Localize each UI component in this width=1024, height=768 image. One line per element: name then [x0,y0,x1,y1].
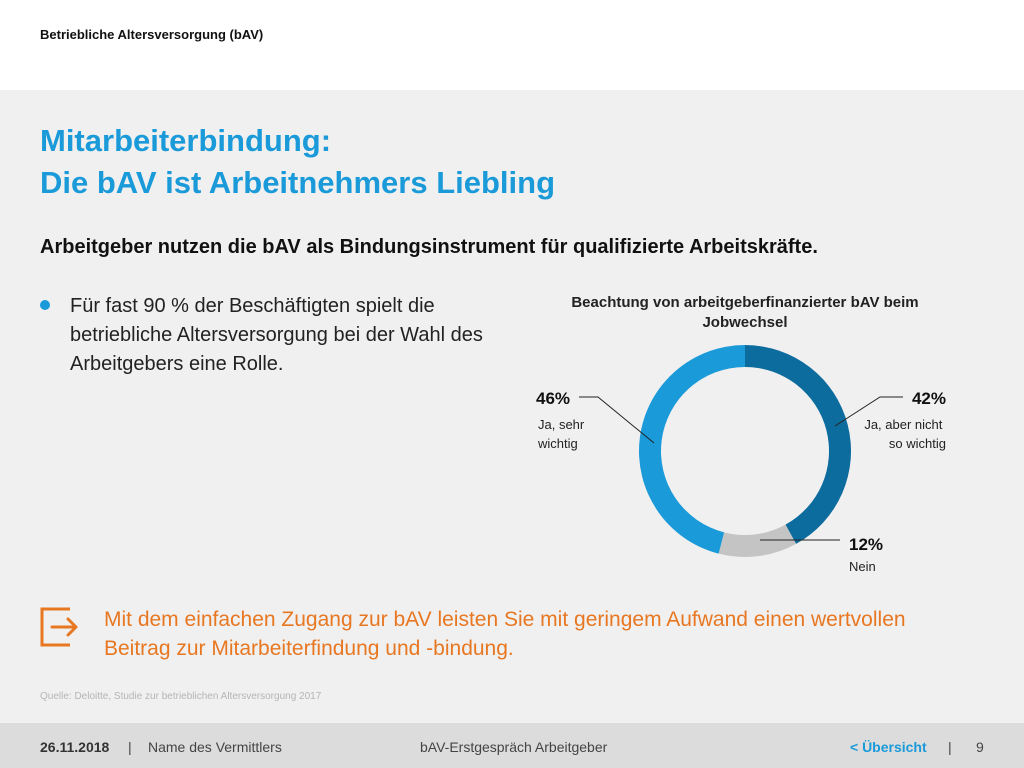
page-number: 9 [976,739,984,755]
slice-name-42: Ja, aber nicht so wichtig [864,417,946,451]
bullet-list: Für fast 90 % der Beschäftigten spielt d… [40,292,500,379]
page-title-line-2: Die bAV ist Arbeitnehmers Liebling [40,165,556,200]
header-bar: Betriebliche Altersversorgung (bAV) [0,0,1024,90]
bullet-item: Für fast 90 % der Beschäftigten spielt d… [40,292,500,379]
slice-name-46-line-1: Ja, sehr [538,417,585,432]
slice-name-42-line-1: Ja, aber nicht [864,417,942,432]
chart-title: Beachtung von arbeitgeberfinanzierter bA… [571,294,919,331]
content-area [0,90,1024,723]
section-label: Betriebliche Altersversorgung (bAV) [40,27,264,42]
footer-separator: | [128,739,132,755]
slice-name-46: Ja, sehr wichtig [537,417,588,451]
leader-line-46 [579,396,655,444]
arrow-right-box-icon [40,607,78,647]
donut-slice-12 [718,524,797,557]
data-label-12: 12% [849,535,883,554]
bullet-text: Für fast 90 % der Beschäftigten spielt d… [70,295,483,375]
footer-agent-name: Name des Vermittlers [148,739,282,755]
footer-date: 26.11.2018 [40,739,110,755]
page-title: Mitarbeiterbindung: Die bAV ist Arbeitne… [40,120,555,204]
data-label-42: 42% [912,389,946,408]
bullet-dot-icon [40,300,50,310]
data-label-46: 46% [536,389,570,408]
page-subtitle: Arbeitgeber nutzen die bAV als Bindungsi… [40,236,818,258]
donut-slice-46 [639,345,745,554]
slice-name-12: Nein [849,559,876,574]
callout-text: Mit dem einfachen Zugang zur bAV leisten… [104,608,906,660]
callout-box: Mit dem einfachen Zugang zur bAV leisten… [40,605,940,663]
footer-bar: 26.11.2018 | Name des Vermittlers bAV-Er… [0,723,1024,768]
slice-name-42-line-2: so wichtig [889,436,946,451]
source-note: Quelle: Deloitte, Studie zur betrieblich… [40,691,322,702]
page-title-line-1: Mitarbeiterbindung: [40,123,332,158]
slice-name-46-line-2: wichtig [537,436,578,451]
overview-link[interactable]: < Übersicht [850,739,927,755]
footer-document-title: bAV-Erstgespräch Arbeitgeber [420,739,608,755]
leader-line-42 [834,396,903,427]
donut-chart: 42% Ja, aber nicht so wichtig 46% Ja, se… [536,345,946,574]
footer-separator: | [948,739,952,755]
donut-slice-42 [745,345,851,544]
